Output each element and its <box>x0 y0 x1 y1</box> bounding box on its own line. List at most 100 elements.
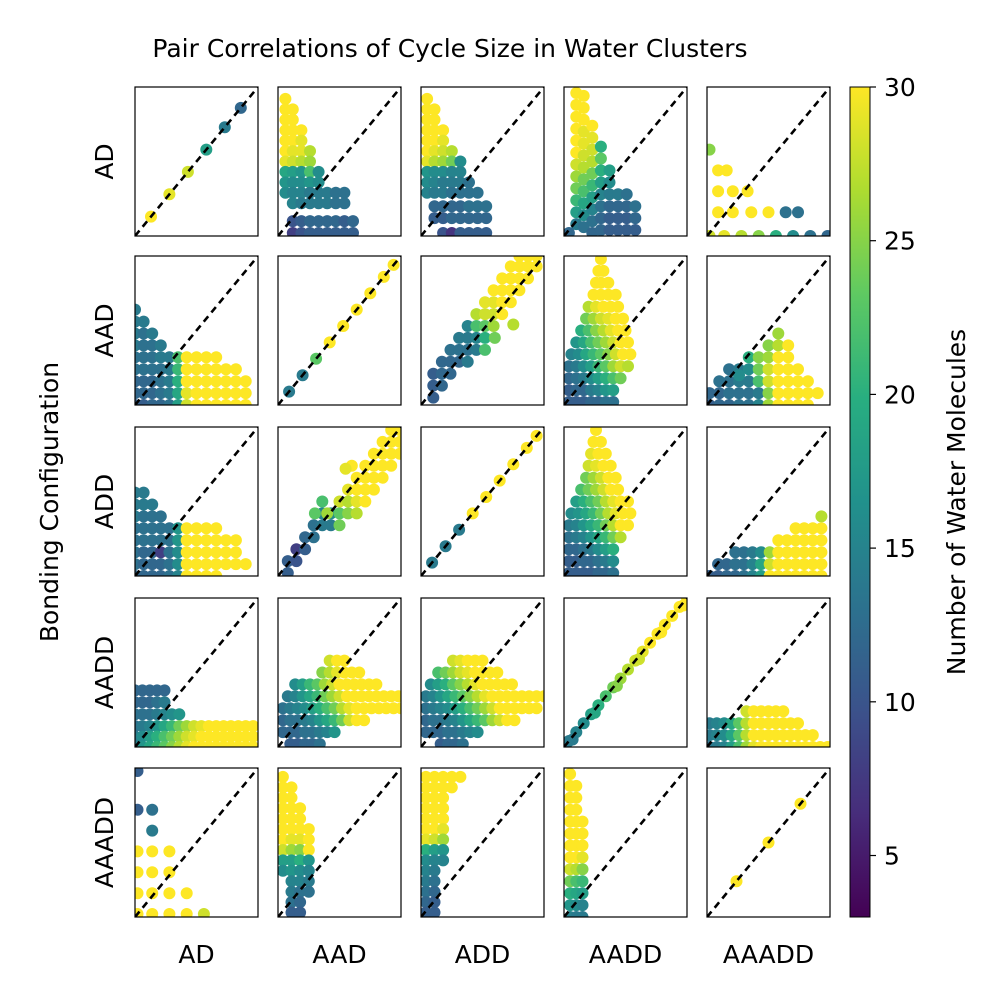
data-point <box>612 200 625 213</box>
data-point <box>586 131 599 144</box>
column-label-ad: AD <box>178 940 214 969</box>
data-point <box>247 720 258 733</box>
panel-aadd-aad <box>277 597 402 748</box>
panel-aaadd-aadd <box>563 767 688 918</box>
data-point <box>723 363 736 376</box>
data-point <box>707 143 716 156</box>
data-point <box>712 185 725 198</box>
data-point <box>163 866 176 879</box>
data-point <box>239 387 252 400</box>
data-point <box>350 483 363 496</box>
data-point <box>342 495 355 508</box>
data-point <box>821 230 830 236</box>
data-point <box>594 224 607 236</box>
data-point <box>220 375 232 388</box>
data-point <box>720 558 733 571</box>
panel-frame <box>277 597 402 748</box>
data-point <box>180 558 193 571</box>
data-point <box>622 495 634 508</box>
data-point <box>376 471 389 484</box>
data-point <box>421 864 432 877</box>
data-point <box>437 791 450 804</box>
data-point <box>609 288 622 301</box>
panel-points <box>135 486 252 576</box>
data-point <box>576 839 589 852</box>
data-point <box>154 351 167 364</box>
data-point <box>172 522 185 535</box>
panel-grid <box>134 86 831 918</box>
row-labels: AD AAD ADD AADD AAADD <box>90 143 119 888</box>
data-point <box>428 124 441 137</box>
column-label-aadd: AADD <box>589 940 662 969</box>
data-point <box>570 791 583 804</box>
data-point <box>278 791 289 804</box>
data-point <box>471 726 484 739</box>
data-point <box>370 678 383 691</box>
data-point <box>421 823 432 836</box>
data-point <box>367 471 380 484</box>
data-point <box>350 495 363 508</box>
data-point <box>180 534 193 547</box>
data-point <box>772 387 785 400</box>
data-point <box>428 875 441 888</box>
data-point <box>285 854 298 867</box>
data-point <box>712 164 725 177</box>
data-point <box>229 558 242 571</box>
data-point <box>471 186 484 199</box>
data-point <box>290 543 303 556</box>
data-point <box>594 200 607 213</box>
data-point <box>428 103 441 116</box>
data-point <box>146 558 159 571</box>
data-point <box>286 134 299 147</box>
panel-frame <box>134 86 259 237</box>
data-point <box>172 363 185 376</box>
data-point <box>137 498 150 511</box>
data-point <box>594 212 607 225</box>
data-point <box>137 510 150 523</box>
data-point <box>200 399 213 405</box>
data-point <box>487 308 500 321</box>
data-point <box>247 730 258 743</box>
data-point <box>620 212 633 225</box>
data-point <box>745 206 758 219</box>
data-point <box>437 176 450 189</box>
data-point <box>295 155 308 168</box>
data-point <box>210 351 223 364</box>
data-point <box>285 885 298 898</box>
data-point <box>603 164 616 177</box>
data-point <box>769 230 782 236</box>
data-point <box>367 447 380 460</box>
data-point <box>286 165 299 178</box>
data-point <box>200 558 213 571</box>
data-point <box>437 186 450 199</box>
data-point <box>752 351 765 364</box>
data-point <box>496 296 509 309</box>
data-point <box>172 375 185 388</box>
data-point <box>437 802 450 815</box>
data-point <box>577 197 590 210</box>
data-point <box>792 363 804 376</box>
data-point <box>385 459 398 472</box>
data-point <box>163 908 176 917</box>
diagonal-reference-line <box>135 427 258 576</box>
data-point <box>286 103 299 116</box>
data-point <box>285 791 298 804</box>
data-point <box>772 351 785 364</box>
panel-aadd-ad <box>134 597 259 748</box>
data-point <box>570 803 583 816</box>
panel-points <box>427 256 543 404</box>
data-point <box>735 230 748 236</box>
data-point <box>172 534 185 547</box>
data-point <box>811 387 824 400</box>
data-point <box>437 770 450 783</box>
data-point <box>220 399 232 405</box>
data-point <box>629 224 642 236</box>
data-point <box>782 375 795 388</box>
data-point <box>496 284 509 297</box>
data-point <box>163 522 176 535</box>
colorbar-tick-label: 10 <box>884 688 916 717</box>
data-point <box>437 833 450 846</box>
data-point <box>522 272 534 285</box>
data-point <box>712 206 725 219</box>
data-point <box>762 339 775 352</box>
